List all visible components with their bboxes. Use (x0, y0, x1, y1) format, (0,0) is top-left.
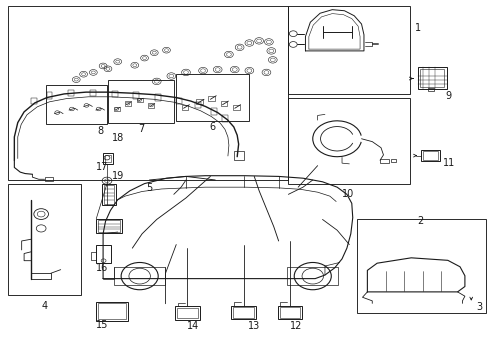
Bar (98, 220, 120, 231)
Bar (232, 105, 239, 110)
Bar (175, 98, 181, 104)
Bar (222, 116, 227, 122)
Bar (427, 88, 433, 91)
Text: 2: 2 (417, 216, 423, 226)
Bar (220, 101, 227, 106)
Bar (288, 6, 409, 94)
Bar (211, 108, 217, 115)
Text: 5: 5 (146, 183, 152, 193)
Text: 10: 10 (342, 189, 354, 199)
Bar (196, 99, 203, 104)
Bar (420, 150, 439, 161)
Bar (98, 303, 126, 319)
Bar (181, 105, 188, 110)
Bar (102, 184, 116, 205)
Bar (8, 184, 81, 295)
Bar (177, 308, 197, 319)
Text: 12: 12 (289, 321, 301, 331)
Bar (31, 98, 37, 104)
Bar (96, 245, 111, 263)
Bar (8, 6, 288, 180)
Text: 7: 7 (138, 124, 144, 134)
Bar (417, 67, 446, 89)
Bar (112, 91, 118, 97)
Text: 9: 9 (445, 91, 450, 101)
Bar (231, 306, 255, 319)
Bar (114, 267, 164, 285)
Bar (114, 107, 120, 111)
Bar (137, 98, 142, 102)
Bar (125, 102, 131, 106)
Bar (105, 154, 111, 162)
Text: 17: 17 (96, 162, 108, 172)
Bar (133, 92, 139, 99)
Bar (175, 306, 199, 320)
Bar (419, 69, 444, 87)
Text: 13: 13 (247, 321, 260, 331)
Bar (379, 159, 388, 163)
Bar (90, 90, 96, 96)
Bar (279, 307, 300, 318)
Bar (422, 151, 437, 160)
Bar (108, 80, 173, 123)
Text: 11: 11 (443, 158, 455, 168)
Bar (233, 151, 243, 160)
Text: 6: 6 (209, 122, 215, 132)
Bar (155, 94, 160, 101)
Bar (104, 185, 114, 204)
Bar (287, 267, 337, 285)
Text: 15: 15 (96, 320, 108, 330)
Bar (288, 98, 409, 184)
Text: 8: 8 (98, 126, 103, 135)
Bar (233, 307, 253, 318)
Text: 14: 14 (187, 321, 199, 331)
Bar (46, 85, 107, 125)
Bar (68, 90, 74, 96)
Text: 16: 16 (96, 263, 108, 273)
Bar (176, 74, 249, 121)
Text: 19: 19 (111, 171, 123, 181)
Bar (148, 103, 154, 108)
Text: 18: 18 (111, 133, 123, 143)
Text: 3: 3 (475, 302, 481, 312)
Bar (96, 219, 122, 233)
Bar (390, 159, 395, 162)
Text: 4: 4 (41, 301, 47, 311)
Bar (44, 177, 53, 181)
Bar (195, 102, 201, 108)
Bar (208, 96, 215, 101)
Bar (46, 93, 52, 99)
Bar (96, 302, 128, 320)
Bar (277, 306, 302, 319)
Bar (103, 153, 113, 164)
Text: 1: 1 (414, 23, 421, 33)
Bar (356, 220, 485, 313)
